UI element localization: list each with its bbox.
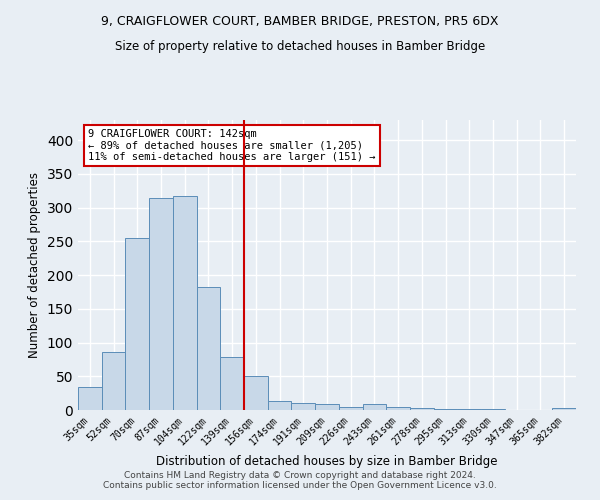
Bar — [292, 402, 315, 410]
Bar — [268, 400, 292, 410]
Bar — [339, 406, 362, 410]
Bar — [244, 376, 268, 410]
Text: 9, CRAIGFLOWER COURT, BAMBER BRIDGE, PRESTON, PR5 6DX: 9, CRAIGFLOWER COURT, BAMBER BRIDGE, PRE… — [101, 15, 499, 28]
Bar — [386, 406, 410, 410]
Bar — [220, 358, 244, 410]
Bar — [552, 408, 576, 410]
Bar — [102, 352, 125, 410]
Bar — [410, 408, 434, 410]
Bar — [125, 238, 149, 410]
Text: Contains HM Land Registry data © Crown copyright and database right 2024.
Contai: Contains HM Land Registry data © Crown c… — [103, 470, 497, 490]
Bar — [197, 288, 220, 410]
Bar — [173, 196, 197, 410]
Text: Size of property relative to detached houses in Bamber Bridge: Size of property relative to detached ho… — [115, 40, 485, 53]
Y-axis label: Number of detached properties: Number of detached properties — [28, 172, 41, 358]
X-axis label: Distribution of detached houses by size in Bamber Bridge: Distribution of detached houses by size … — [156, 455, 498, 468]
Bar — [315, 404, 339, 410]
Bar — [149, 198, 173, 410]
Text: 9 CRAIGFLOWER COURT: 142sqm
← 89% of detached houses are smaller (1,205)
11% of : 9 CRAIGFLOWER COURT: 142sqm ← 89% of det… — [88, 128, 376, 162]
Bar — [78, 387, 102, 410]
Bar — [362, 404, 386, 410]
